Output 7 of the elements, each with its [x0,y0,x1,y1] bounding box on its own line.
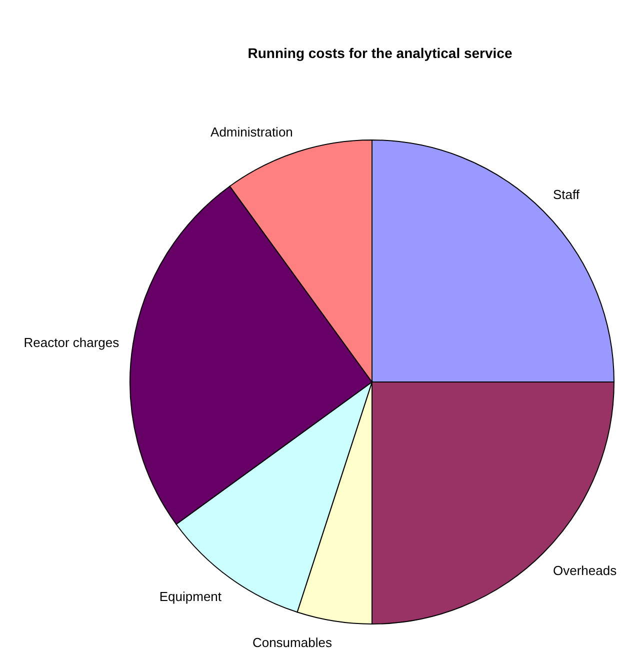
slice-label: Reactor charges [24,334,120,350]
chart-title: Running costs for the analytical service [248,45,512,61]
slice-label: Overheads [553,563,618,578]
slice-label: Equipment [159,589,222,604]
slice-label: Administration [210,124,293,140]
slice-label: Staff [553,186,580,202]
slice-label: Consumables [252,634,332,650]
